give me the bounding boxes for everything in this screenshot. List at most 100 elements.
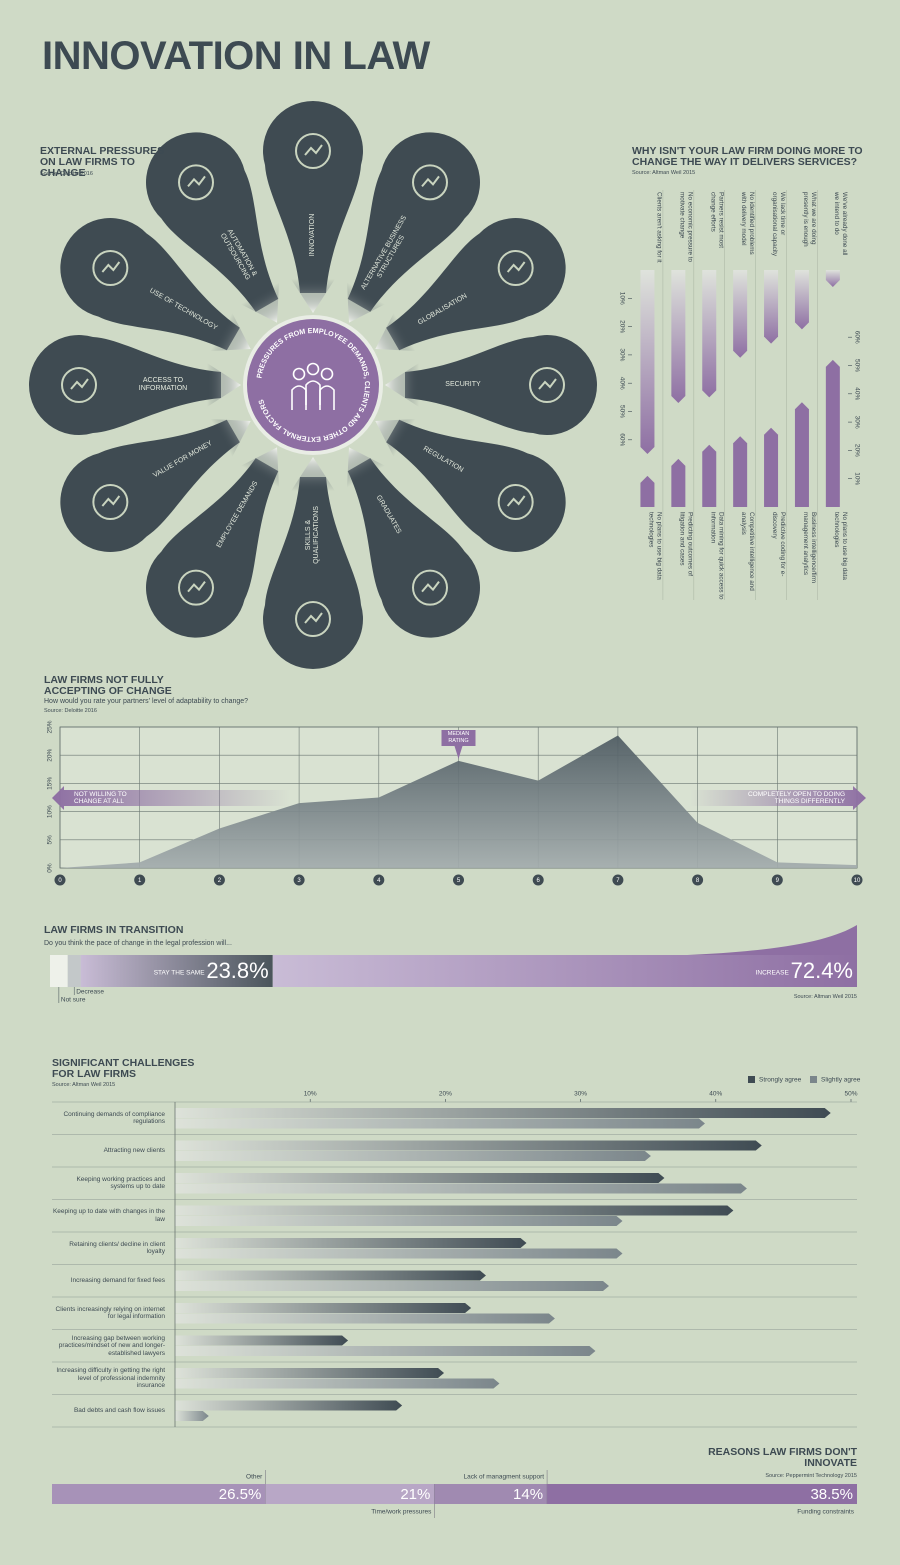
label-group: SKILLS & QUALIFICATIONS (305, 506, 320, 564)
bar-segment (547, 1484, 857, 1504)
bar (175, 1270, 486, 1281)
bar (175, 1248, 623, 1259)
petal-icon (92, 484, 129, 520)
label-group: Data mining for quick access to informat… (710, 512, 725, 600)
category-label: Predictive coding for e-discovery (771, 512, 787, 577)
bar (175, 1411, 209, 1421)
petal-arrow (346, 447, 386, 488)
icon-shape (101, 495, 121, 507)
x-tick-label: 8 (696, 878, 700, 884)
value-label: 14% (513, 1486, 543, 1503)
bar (175, 1400, 403, 1411)
icon-shape (70, 378, 89, 390)
value-label: 72.4% (791, 958, 853, 983)
annotation: MEDIAN RATING (447, 731, 470, 744)
area (60, 735, 857, 868)
x-tick-marker (54, 874, 66, 886)
category-label: No plans to use big data technologies (833, 512, 848, 580)
bar (175, 1205, 734, 1216)
icon-shape (497, 250, 534, 286)
x-tick-marker (612, 874, 624, 886)
icon-shape (61, 367, 97, 403)
y-tick-label: 20% (618, 320, 625, 333)
x-tick-marker (532, 874, 544, 886)
bar (640, 475, 655, 507)
x-tick-label: 1 (138, 878, 142, 884)
category-label: We lack time or organisational capacity (771, 192, 787, 257)
annotation-pointer (454, 746, 463, 759)
x-tick-marker (771, 874, 783, 886)
series-label: Not sure (61, 997, 86, 1004)
label-box: SKILLS & QUALIFICATIONS (305, 506, 320, 564)
category-label: Clients increasingly relying on internet… (55, 1305, 165, 1321)
pressure-petal: GLOBALISATION (375, 218, 566, 352)
category-label: Partners resist most change efforts (709, 192, 725, 248)
series-label: INCREASE (756, 970, 790, 977)
legend-label: Strongly agree (759, 1077, 802, 1084)
category-label: Keeping up to date with changes in the l… (52, 1208, 165, 1223)
x-tick-marker (213, 874, 225, 886)
icon-shape (497, 484, 534, 520)
bar (175, 1173, 665, 1183)
label-group: Business intelligence/firm management an… (802, 512, 817, 583)
category-label: No identified problems with delivery mod… (740, 192, 756, 255)
bar (175, 1313, 555, 1324)
value-label: 26.5% (219, 1486, 262, 1503)
annotation: COMPLETELY OPEN TO DOING THINGS DIFFEREN… (747, 791, 845, 805)
bar (175, 1303, 472, 1313)
petal-shape (263, 477, 363, 669)
label-box: Clients aren't asking for it (655, 192, 662, 263)
people-icon (305, 380, 321, 405)
category-label: Attracting new clients (103, 1147, 165, 1154)
petal-shape (405, 335, 597, 435)
icon-shape (538, 378, 557, 390)
y-tick-label: 5% (47, 835, 54, 845)
icon-shape (412, 164, 448, 201)
y-tick-label: 25% (47, 720, 54, 733)
value-label: 38.5% (810, 1486, 853, 1503)
label-box: Data mining for quick access to informat… (710, 512, 725, 600)
bar (702, 270, 717, 398)
bar (764, 427, 779, 507)
label-box: INNOVATION (309, 214, 316, 257)
icon-shape (304, 612, 323, 624)
petal-arrow (210, 312, 251, 352)
icon-shape (178, 164, 214, 201)
bar (733, 436, 748, 507)
source: Source: Deloitte 2016 (44, 708, 97, 714)
icon-shape (92, 250, 129, 286)
category-label: Retaining clients/ decline in client loy… (69, 1240, 165, 1256)
x-tick-label: 4 (377, 878, 381, 884)
y-tick-label: 10% (47, 805, 54, 818)
legend-label: Slightly agree (821, 1077, 861, 1084)
label-group: What we are doing presently is enough (802, 192, 817, 247)
petal-arrow (291, 279, 335, 313)
pressure-petal: USE OF TECHNOLOGY (60, 218, 251, 352)
icon-shape (92, 484, 129, 520)
y-tick-label: 40% (618, 377, 625, 390)
category-label: Keeping working practices and systems up… (76, 1175, 165, 1191)
x-tick-label: 5 (457, 878, 461, 884)
category-label: No economic pressure to motivate change (678, 192, 694, 262)
petal-shape (29, 335, 221, 435)
petal-arrow (375, 418, 416, 458)
y2-tick-label: 50% (853, 359, 860, 372)
annotation-arrow (690, 786, 866, 810)
pressure-petal: VALUE FOR MONEY (60, 418, 251, 552)
petal-arrow (291, 457, 335, 491)
label-box: ACCESS TO INFORMATION (139, 377, 187, 392)
petal-arrow (346, 282, 386, 323)
source: Source: Deloitte 2016 (40, 171, 93, 177)
y-tick-label: 20% (47, 748, 54, 761)
label-box: No plans to use big data technologies (833, 512, 848, 580)
section-title: SIGNIFICANT CHALLENGES FOR LAW FIRMS (52, 1057, 195, 1080)
y-tick-label: 10% (618, 292, 625, 305)
y-tick-label: 15% (47, 777, 54, 790)
y-tick-label: 0% (47, 863, 54, 873)
y2-tick-label: 60% (853, 331, 860, 344)
petal-icon (178, 569, 214, 606)
series-label: Decrease (76, 989, 104, 996)
label-box: What we are doing presently is enough (802, 192, 817, 247)
